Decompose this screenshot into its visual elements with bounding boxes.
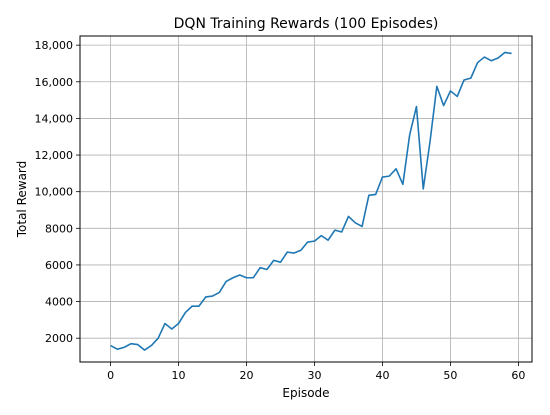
x-tick-label: 20	[240, 369, 254, 382]
x-tick-label: 60	[511, 369, 525, 382]
x-tick-label: 10	[172, 369, 186, 382]
line-layer	[110, 51, 512, 351]
x-tick-label: 30	[307, 369, 321, 382]
y-tick-label: 8000	[45, 222, 73, 235]
y-tick-label: 2000	[45, 332, 73, 345]
x-tick-label: 40	[375, 369, 389, 382]
x-axis-label: Episode	[282, 386, 329, 400]
axes-frame	[79, 35, 533, 363]
x-tick-label: 50	[443, 369, 457, 382]
reward-series-line	[110, 51, 512, 351]
x-tick-label: 0	[107, 369, 114, 382]
y-tick-label: 4000	[45, 296, 73, 309]
y-axis-label: Total Reward	[15, 161, 29, 239]
y-tick-label: 10,000	[35, 186, 74, 199]
y-tick-label: 14,000	[35, 112, 74, 125]
y-tick-label: 18,000	[35, 39, 74, 52]
y-tick-label: 16,000	[35, 76, 74, 89]
chart-title: DQN Training Rewards (100 Episodes)	[174, 16, 439, 32]
y-tick-label: 6000	[45, 259, 73, 272]
y-axis-ticks: 2000 4000 6000 8000 10,000 12,000 14,000 16,000…	[35, 39, 80, 345]
y-tick-label: 12,000	[35, 149, 74, 162]
x-axis-ticks: 0 10 20 30 40 50 60	[107, 362, 525, 382]
